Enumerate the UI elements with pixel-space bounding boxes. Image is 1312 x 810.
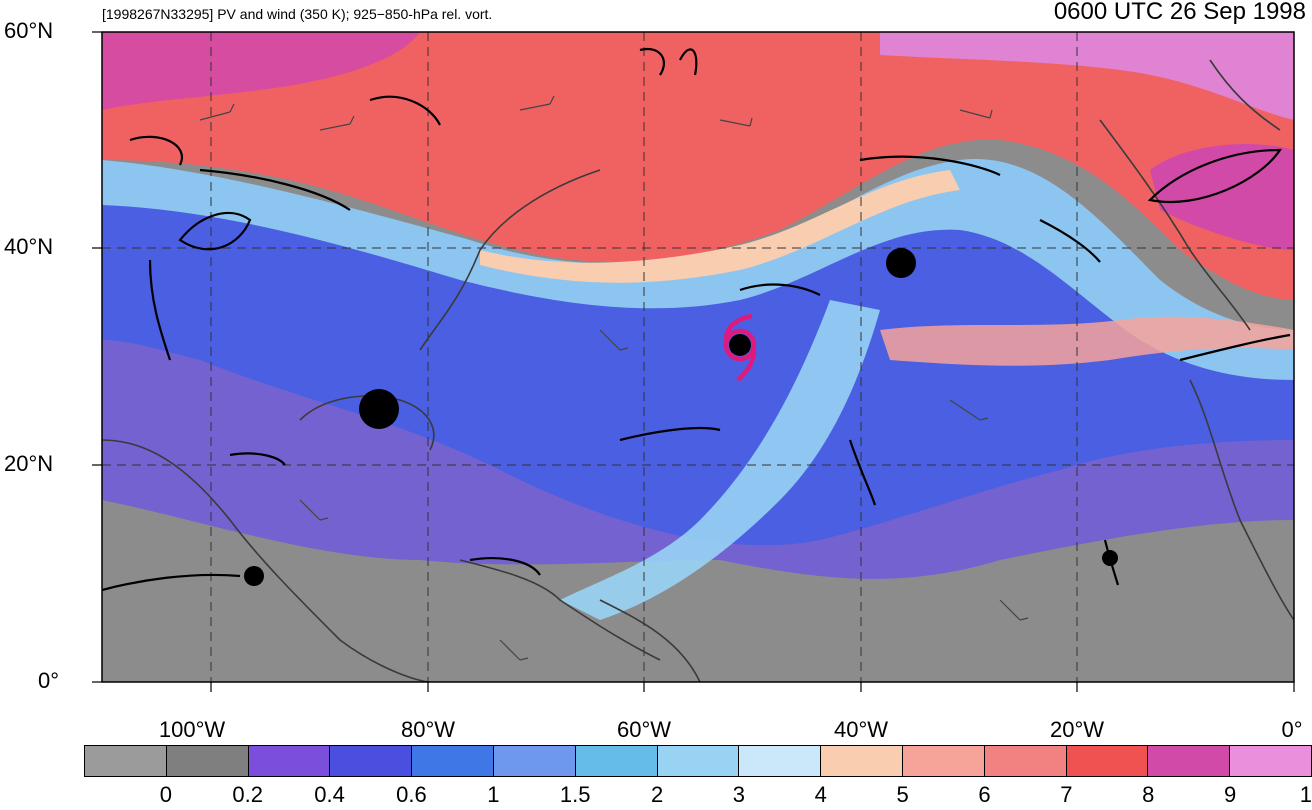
colorbar-box bbox=[493, 746, 576, 776]
pv-band-blue bbox=[102, 170, 1294, 546]
colorbar-label: 4 bbox=[814, 782, 827, 807]
vorticity-max-atlantic bbox=[886, 248, 916, 278]
colorbar-box bbox=[330, 746, 413, 776]
colorbar-box bbox=[575, 746, 658, 776]
colorbar-box bbox=[984, 746, 1067, 776]
lat-label-20n: 20°N bbox=[4, 451, 54, 476]
colorbar-box bbox=[1230, 746, 1311, 776]
pv-colorbar bbox=[84, 745, 1312, 777]
colorbar-label: 0.6 bbox=[396, 782, 427, 807]
lon-label-100w: 100°W bbox=[158, 717, 226, 742]
colorbar-label: 7 bbox=[1060, 782, 1073, 807]
colorbar-label: 1.5 bbox=[559, 782, 591, 807]
wind-barbs bbox=[199, 95, 1029, 661]
pv-streamer bbox=[560, 300, 880, 620]
vorticity-max-pacific bbox=[244, 566, 264, 586]
colorbar-box bbox=[166, 746, 249, 776]
lat-label-40n: 40°N bbox=[4, 234, 54, 259]
high-pv-region bbox=[102, 32, 1294, 300]
colorbar-label: 2 bbox=[650, 782, 664, 807]
lat-label-60n: 60°N bbox=[4, 18, 54, 43]
colorbar-box bbox=[412, 746, 494, 776]
lon-label-60w: 60°W bbox=[616, 717, 672, 742]
colorbar-label: 9 bbox=[1224, 782, 1237, 807]
vorticity-max-africa bbox=[1102, 550, 1118, 566]
lon-label-40w: 40°W bbox=[833, 717, 889, 742]
colorbar-box bbox=[821, 746, 903, 776]
pv-max-east bbox=[1150, 144, 1294, 250]
colorbar-label: 0.2 bbox=[232, 782, 264, 807]
colorbar-label: 3 bbox=[732, 782, 746, 807]
lon-label-80w: 80°W bbox=[400, 717, 456, 742]
hurricane-symbol-icon bbox=[723, 313, 757, 382]
pv-max-west bbox=[102, 32, 420, 110]
vorticity-max-storm bbox=[729, 334, 751, 356]
map-frame bbox=[101, 31, 1295, 683]
pv-cutoff-filament bbox=[880, 316, 1294, 366]
colorbar-box bbox=[1066, 746, 1149, 776]
colorbar-box bbox=[1148, 746, 1231, 776]
colorbar-label: 5 bbox=[896, 782, 909, 807]
lon-label-0: 0° bbox=[1281, 717, 1303, 742]
colorbar-box bbox=[85, 746, 167, 776]
colorbar-label: 1 bbox=[487, 782, 500, 807]
colorbar-label: 6 bbox=[978, 782, 991, 807]
coastlines bbox=[102, 59, 1294, 682]
valid-time-label: 0600 UTC 26 Sep 1998 bbox=[1053, 0, 1306, 25]
lat-label-equator: 0° bbox=[38, 668, 60, 693]
vorticity-max-gulf bbox=[359, 389, 399, 429]
map-plot-area bbox=[102, 32, 1294, 682]
pv-max-north bbox=[880, 32, 1294, 120]
pv-fringe bbox=[480, 170, 960, 283]
colorbar-box bbox=[657, 746, 740, 776]
colorbar-label: 8 bbox=[1142, 782, 1155, 807]
pv-band-purple bbox=[102, 330, 1294, 579]
figure-title: [1998267N33295] PV and wind (350 K); 925… bbox=[102, 6, 493, 22]
lon-label-20w: 20°W bbox=[1049, 717, 1105, 742]
map-gridlines bbox=[102, 32, 1294, 682]
colorbar-box bbox=[248, 746, 331, 776]
colorbar-label: 10 bbox=[1299, 782, 1312, 807]
colorbar-label: 0 bbox=[159, 782, 172, 807]
axis-ticks bbox=[92, 31, 1295, 692]
vorticity-contours bbox=[102, 47, 1291, 592]
colorbar-label: 0.4 bbox=[314, 782, 345, 807]
colorbar-box bbox=[902, 746, 985, 776]
colorbar-box bbox=[739, 746, 822, 776]
